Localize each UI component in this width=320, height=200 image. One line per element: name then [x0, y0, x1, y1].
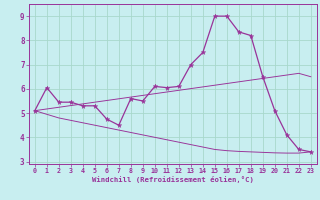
X-axis label: Windchill (Refroidissement éolien,°C): Windchill (Refroidissement éolien,°C)	[92, 176, 254, 183]
